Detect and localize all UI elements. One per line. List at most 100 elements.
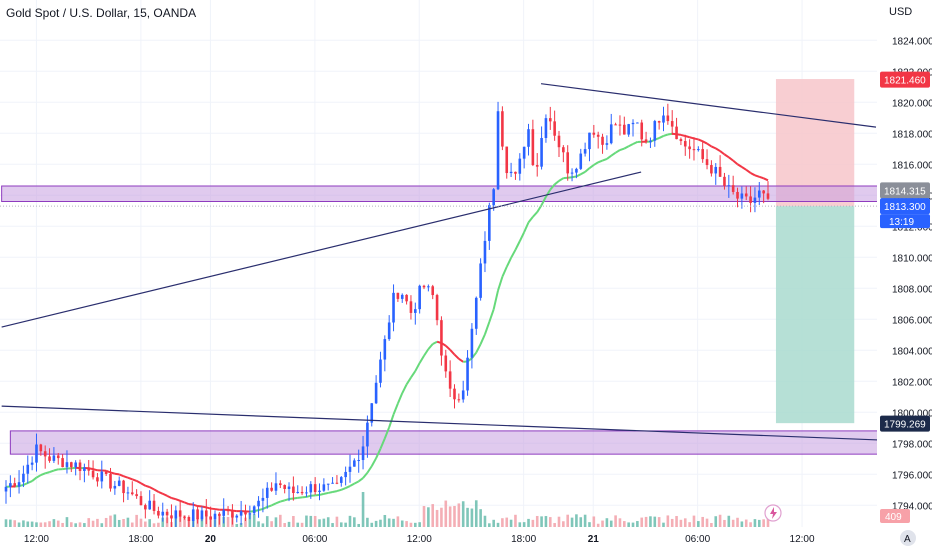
candle-body (697, 149, 700, 151)
volume-bar (718, 514, 722, 527)
volume-bar (74, 523, 77, 527)
x-tick-label: 06:00 (302, 534, 327, 545)
current-price-badge-countdown-bg (880, 214, 930, 229)
candle-body (274, 483, 278, 491)
volume-bar (122, 518, 125, 527)
candle-body (17, 482, 21, 487)
candle-body (26, 464, 30, 474)
volume-bar (279, 514, 282, 527)
volume-bar (396, 516, 400, 527)
volume-bar (379, 519, 382, 527)
candle-body (331, 482, 334, 484)
volume-bar (104, 517, 108, 527)
volume-bar (575, 514, 578, 527)
ema-segment (188, 503, 194, 506)
candle-body (174, 510, 178, 519)
candle-body (540, 137, 543, 167)
ema-segment (475, 343, 482, 354)
ema-segment (327, 490, 333, 494)
volume-bar (544, 516, 548, 527)
candle-body (605, 143, 609, 145)
volume-bar (705, 518, 709, 527)
volume-bar (400, 520, 404, 527)
candle-body (479, 263, 482, 298)
volume-bar (244, 517, 247, 527)
candle-body (488, 205, 491, 241)
candle-body (104, 471, 108, 474)
volume-bar (344, 522, 347, 527)
candle-body (688, 146, 691, 150)
volume-bar (56, 520, 60, 527)
candle-body (749, 196, 752, 203)
candle-body (627, 124, 630, 135)
trendline (540, 83, 877, 128)
ema-segment (741, 166, 747, 171)
ema-segment (258, 507, 264, 512)
ema-segment (754, 174, 760, 178)
candle-body (178, 510, 182, 517)
ema-segment (689, 136, 695, 140)
candle-body (30, 462, 34, 465)
ema-segment (27, 480, 33, 484)
volume-bar (13, 520, 17, 527)
candle-body (96, 477, 99, 482)
volume-bar (562, 521, 565, 527)
candle-body (522, 146, 526, 159)
candle-body (588, 132, 591, 150)
trendline (1, 171, 642, 328)
ema-segment (432, 340, 438, 345)
support-zone (9, 430, 903, 455)
ema-segment (732, 159, 739, 165)
candle-body (152, 500, 156, 511)
candle-body (670, 121, 674, 127)
volume-bar (78, 522, 82, 527)
candle-body (505, 146, 509, 174)
candle-body (339, 477, 343, 483)
candle-body (39, 444, 43, 452)
volume-bar (200, 516, 204, 527)
volume-bar (335, 516, 339, 527)
ema-segment (336, 488, 342, 493)
candle-body (666, 115, 670, 122)
volume-bar (387, 518, 391, 527)
ema-segment (453, 353, 460, 360)
candle-body (270, 487, 273, 491)
ema-segment (736, 163, 743, 168)
volume-bar (509, 519, 513, 527)
ema-segment (584, 167, 591, 173)
ema-segment (723, 153, 730, 159)
auto-scale-button[interactable]: A (904, 534, 911, 545)
ema-segment (214, 508, 220, 511)
volume-bar (22, 520, 25, 527)
ema-segment (410, 370, 417, 379)
ema-segment (680, 133, 686, 137)
candle-body (344, 471, 347, 478)
ema-segment (702, 140, 708, 145)
volume-bar (435, 509, 439, 527)
volume-bar (714, 516, 718, 527)
candle-body (492, 189, 495, 206)
candle-body (248, 513, 252, 515)
y-tick-label: 1802.000 (892, 377, 932, 388)
volume-bar (161, 517, 165, 527)
ema-segment (758, 175, 764, 180)
take-profit-box (775, 79, 855, 207)
volume-bar (257, 521, 260, 527)
candle-body (117, 480, 121, 486)
volume-bar (274, 517, 278, 527)
trendline (1, 405, 885, 441)
volume-bar (596, 523, 600, 527)
candle-body (113, 485, 117, 489)
ema-segment (715, 147, 721, 152)
candle-body (601, 136, 604, 145)
candle-body (392, 292, 395, 323)
candle-body (200, 510, 204, 520)
volume-bar (292, 516, 295, 527)
ema-segment (175, 498, 181, 502)
ema-segment (23, 482, 29, 486)
volume-bar (440, 507, 443, 527)
ema-segment (488, 308, 495, 323)
candle-body (762, 190, 765, 194)
volume-bar (91, 520, 95, 527)
